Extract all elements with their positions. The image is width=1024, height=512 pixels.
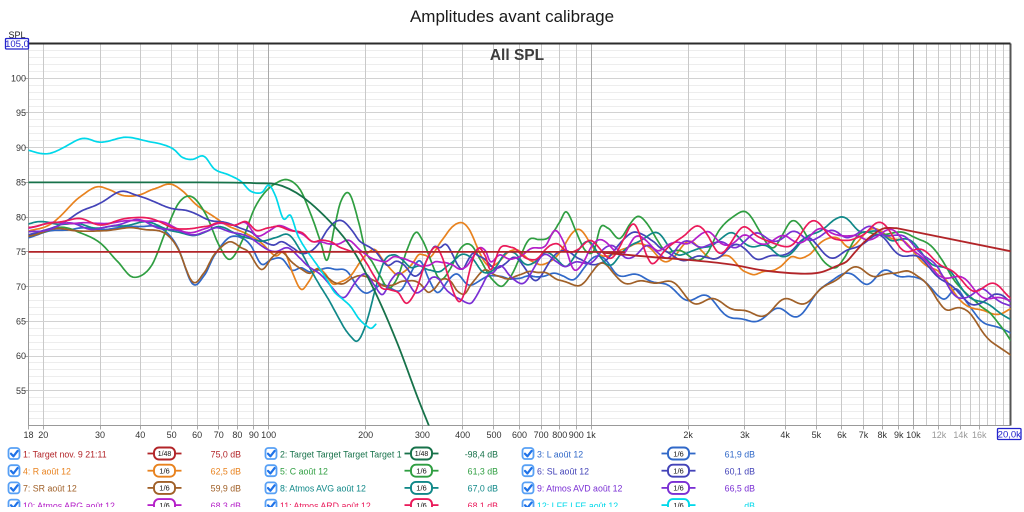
svg-text:16k: 16k <box>972 430 987 440</box>
svg-text:600: 600 <box>512 430 527 440</box>
svg-text:10: Atmos ARG août 12: 10: Atmos ARG août 12 <box>23 501 115 507</box>
svg-text:2: Target Target Target Target: 2: Target Target Target Target 1 <box>280 449 402 459</box>
svg-text:8k: 8k <box>877 430 887 440</box>
svg-text:68,1 dB: 68,1 dB <box>468 501 498 507</box>
svg-text:68,3 dB: 68,3 dB <box>211 501 241 507</box>
svg-text:200: 200 <box>358 430 373 440</box>
svg-text:1/48: 1/48 <box>158 451 172 458</box>
svg-text:1/6: 1/6 <box>673 501 684 507</box>
svg-text:6k: 6k <box>837 430 847 440</box>
svg-text:7: SR août 12: 7: SR août 12 <box>23 484 77 494</box>
svg-text:20: 20 <box>38 430 48 440</box>
svg-text:300: 300 <box>415 430 430 440</box>
svg-text:80: 80 <box>232 430 242 440</box>
svg-text:61,3 dB: 61,3 dB <box>468 467 498 477</box>
svg-text:60: 60 <box>16 351 26 361</box>
svg-text:11: Atmos ARD août 12: 11: Atmos ARD août 12 <box>280 501 371 507</box>
svg-text:3: L août 12: 3: L août 12 <box>537 449 583 459</box>
svg-text:-98,4 dB: -98,4 dB <box>465 449 498 459</box>
svg-text:4k: 4k <box>780 430 790 440</box>
svg-text:75: 75 <box>16 247 26 257</box>
svg-text:10k: 10k <box>906 430 921 440</box>
svg-text:6: SL août 12: 6: SL août 12 <box>537 467 589 477</box>
svg-text:95: 95 <box>16 108 26 118</box>
svg-text:70: 70 <box>214 430 224 440</box>
svg-text:9k: 9k <box>894 430 904 440</box>
svg-text:1: Target nov. 9 21:11: 1: Target nov. 9 21:11 <box>23 449 107 459</box>
svg-text:5: C août 12: 5: C août 12 <box>280 467 328 477</box>
svg-text:1/6: 1/6 <box>416 501 427 507</box>
svg-text:9: Atmos AVD août 12: 9: Atmos AVD août 12 <box>537 484 623 494</box>
svg-text:4: R août 12: 4: R août 12 <box>23 467 71 477</box>
svg-text:900: 900 <box>569 430 584 440</box>
svg-text:SPL: SPL <box>8 30 25 40</box>
svg-text:1/6: 1/6 <box>416 467 427 476</box>
svg-text:18: 18 <box>23 430 33 440</box>
svg-text:All SPL: All SPL <box>490 47 544 64</box>
svg-text:1/6: 1/6 <box>159 501 170 507</box>
svg-text:1/6: 1/6 <box>673 449 684 458</box>
svg-text:105,0: 105,0 <box>5 39 29 50</box>
svg-text:1/6: 1/6 <box>159 467 170 476</box>
svg-text:1/6: 1/6 <box>673 467 684 476</box>
svg-text:75,0 dB: 75,0 dB <box>211 449 241 459</box>
svg-text:7k: 7k <box>859 430 869 440</box>
svg-text:100: 100 <box>261 430 276 440</box>
svg-text:62,5 dB: 62,5 dB <box>211 467 241 477</box>
svg-text:66,5 dB: 66,5 dB <box>725 484 755 494</box>
svg-text:50: 50 <box>167 430 177 440</box>
svg-text:14k: 14k <box>953 430 968 440</box>
svg-text:700: 700 <box>534 430 549 440</box>
svg-text:90: 90 <box>16 143 26 153</box>
svg-text:dB: dB <box>744 501 755 507</box>
svg-text:500: 500 <box>486 430 501 440</box>
svg-text:30: 30 <box>95 430 105 440</box>
svg-text:55: 55 <box>16 386 26 396</box>
svg-text:5k: 5k <box>812 430 822 440</box>
svg-text:85: 85 <box>16 178 26 188</box>
svg-text:800: 800 <box>552 430 567 440</box>
svg-text:65: 65 <box>16 317 26 327</box>
svg-text:12: LFE LFE août 12: 12: LFE LFE août 12 <box>537 501 618 507</box>
svg-text:3k: 3k <box>740 430 750 440</box>
svg-text:20,0k: 20,0k <box>998 430 1021 441</box>
svg-text:60: 60 <box>192 430 202 440</box>
svg-text:80: 80 <box>16 212 26 222</box>
svg-text:59,9 dB: 59,9 dB <box>211 484 241 494</box>
svg-text:40: 40 <box>135 430 145 440</box>
svg-text:400: 400 <box>455 430 470 440</box>
svg-text:8: Atmos AVG août 12: 8: Atmos AVG août 12 <box>280 484 366 494</box>
svg-text:Amplitudes avant calibrage: Amplitudes avant calibrage <box>410 7 614 26</box>
svg-text:60,1 dB: 60,1 dB <box>725 467 755 477</box>
svg-text:67,0 dB: 67,0 dB <box>468 484 498 494</box>
svg-text:12k: 12k <box>932 430 947 440</box>
svg-text:1k: 1k <box>586 430 596 440</box>
svg-text:1/6: 1/6 <box>416 484 427 493</box>
svg-text:2k: 2k <box>683 430 693 440</box>
svg-text:100: 100 <box>11 73 26 83</box>
svg-text:90: 90 <box>249 430 259 440</box>
svg-text:61,9 dB: 61,9 dB <box>725 449 755 459</box>
svg-text:1/48: 1/48 <box>415 451 429 458</box>
svg-text:1/6: 1/6 <box>159 484 170 493</box>
svg-text:1/6: 1/6 <box>673 484 684 493</box>
svg-text:70: 70 <box>16 282 26 292</box>
